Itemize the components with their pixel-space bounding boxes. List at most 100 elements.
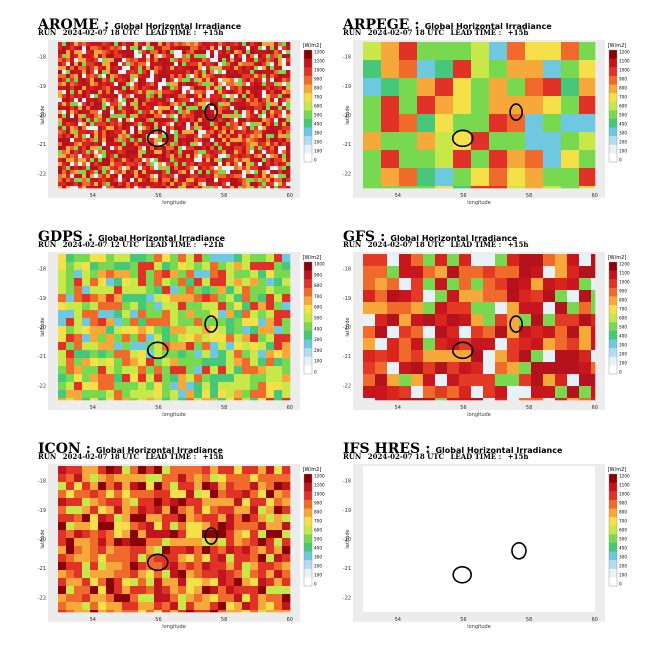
colorbar-tick: 1000 xyxy=(619,280,630,285)
x-tick-label: 60 xyxy=(287,193,293,199)
colorbar-tick: 200 xyxy=(314,348,322,353)
y-axis-label: latitude xyxy=(345,105,351,124)
colorbar-tick: 100 xyxy=(314,573,322,578)
colorbar-tick: 200 xyxy=(619,352,627,357)
reunion-outline xyxy=(451,129,474,148)
panel-gfs: GFS : Global Horizontal Irradiance RUN 2… xyxy=(343,226,643,426)
variable-name: Global Horizontal Irradiance xyxy=(424,22,552,31)
colorbar-tick: 200 xyxy=(619,140,627,145)
y-tick-label: -18 xyxy=(38,479,46,485)
map-svg: 54 56 58 60 -18 -19 -20 -21 -22 longitude latitude… xyxy=(38,40,325,206)
colorbar-tick: 1200 xyxy=(619,474,630,479)
x-tick-label: 58 xyxy=(221,405,227,411)
colorbar-tick: 300 xyxy=(619,131,627,136)
y-axis-label: latitude xyxy=(40,529,46,548)
x-tick-label: 58 xyxy=(526,193,532,199)
colorbar-tick: 900 xyxy=(619,289,627,294)
colorbar: [W/m2]1200110010009008007006005004003002… xyxy=(303,467,325,587)
map-svg: 54 56 58 60 -18 -19 -20 -21 -22 longitude latitude… xyxy=(38,464,325,630)
y-axis-label: latitude xyxy=(345,317,351,336)
colorbar-unit: [W/m2] xyxy=(303,467,322,473)
colorbar-tick: 1100 xyxy=(314,483,325,488)
run-label: RUN xyxy=(38,240,57,249)
colorbar-tick: 0 xyxy=(619,370,622,375)
run-line: RUN 2024-02-07 18 UTC LEAD TIME : +15h xyxy=(343,240,532,249)
colorbar-tick: 800 xyxy=(619,298,627,303)
x-tick-label: 56 xyxy=(460,405,466,411)
colorbar-tick: 600 xyxy=(314,528,322,533)
colorbar-tick: 1000 xyxy=(314,68,325,73)
lead-label: LEAD TIME : xyxy=(145,28,197,37)
mauritius-outline xyxy=(509,103,523,121)
x-axis-label: longitude xyxy=(162,200,186,206)
colorbar-tick: 0 xyxy=(314,582,317,587)
mauritius-outline xyxy=(511,542,527,560)
variable-name: Global Horizontal Irradiance xyxy=(435,446,563,455)
colorbar-tick: 600 xyxy=(314,104,322,109)
colorbar-tick: 1200 xyxy=(314,474,325,479)
reunion-outline xyxy=(146,129,169,148)
colorbar-tick: 800 xyxy=(619,86,627,91)
colorbar-tick: 100 xyxy=(619,573,627,578)
run-line: RUN 2024-02-07 18 UTC LEAD TIME : +15h xyxy=(343,28,532,37)
y-tick-label: -22 xyxy=(343,171,351,177)
map-svg: 54 56 58 60 -18 -19 -20 -21 -22 longitude latitude… xyxy=(38,252,325,418)
y-tick-label: -22 xyxy=(38,171,46,177)
x-tick-label: 54 xyxy=(395,405,401,411)
variable-name: Global Horizontal Irradiance xyxy=(96,446,223,455)
y-axis-label: latitude xyxy=(40,317,46,336)
colorbar-tick: 1000 xyxy=(314,492,325,497)
mauritius-outline xyxy=(204,527,218,545)
x-axis-label: longitude xyxy=(467,200,491,206)
colorbar-tick: 1000 xyxy=(619,492,630,497)
y-tick-label: -18 xyxy=(38,55,46,61)
y-tick-label: -22 xyxy=(343,595,351,601)
title-sep: : xyxy=(414,17,420,33)
x-tick-label: 54 xyxy=(395,193,401,199)
run-line: RUN 2024-02-07 18 UTC LEAD TIME : +15h xyxy=(343,452,532,461)
x-tick-label: 60 xyxy=(592,193,598,199)
y-tick-label: -18 xyxy=(38,267,46,273)
x-axis-label: longitude xyxy=(467,412,491,418)
colorbar-unit: [W/m2] xyxy=(303,255,322,261)
x-tick-label: 54 xyxy=(90,193,96,199)
lead-time: +15h xyxy=(202,452,224,461)
variable-name: Global Horizontal Irradiance xyxy=(114,22,242,31)
colorbar-unit: [W/m2] xyxy=(608,467,627,473)
colorbar-tick: 800 xyxy=(314,510,322,515)
irradiance-field xyxy=(363,42,596,189)
colorbar-tick: 400 xyxy=(314,326,322,331)
panel-ifs-hres: IFS HRES : Global Horizontal Irradiance … xyxy=(343,438,643,638)
reunion-outline xyxy=(451,341,474,360)
lead-label: LEAD TIME : xyxy=(145,452,197,461)
colorbar-tick: 500 xyxy=(314,113,322,118)
colorbar-tick: 400 xyxy=(619,546,627,551)
panel-title: IFS HRES : Global Horizontal Irradiance xyxy=(343,438,562,457)
y-tick-label: -20 xyxy=(38,325,46,331)
y-tick-label: -19 xyxy=(343,508,351,514)
colorbar-tick: 700 xyxy=(314,294,322,299)
colorbar-tick: 500 xyxy=(314,316,322,321)
model-name: ARPEGE xyxy=(343,17,410,33)
colorbar: [W/m2]1200110010009008007006005004003002… xyxy=(303,43,325,163)
colorbar: [W/m2]1200110010009008007006005004003002… xyxy=(608,467,630,587)
map-plot: 54 56 58 60 -18 -19 -20 -21 -22 longitude latitude… xyxy=(38,462,338,638)
panel-icon: ICON : Global Horizontal Irradiance RUN … xyxy=(38,438,338,638)
colorbar-tick: 300 xyxy=(314,131,322,136)
run-label: RUN xyxy=(38,452,57,461)
model-name: IFS HRES xyxy=(343,441,421,457)
colorbar-tick: 700 xyxy=(619,95,627,100)
map-svg: 54 56 58 60 -18 -19 -20 -21 -22 longitude latitude… xyxy=(343,464,630,630)
x-tick-label: 60 xyxy=(592,617,598,623)
run-time: 2024-02-07 18 UTC xyxy=(62,452,140,461)
y-tick-label: -20 xyxy=(38,537,46,543)
colorbar-tick: 900 xyxy=(314,77,322,82)
y-tick-label: -18 xyxy=(343,479,351,485)
panel-title: ARPEGE : Global Horizontal Irradiance xyxy=(343,14,552,33)
title-sep: : xyxy=(380,229,386,245)
colorbar-tick: 0 xyxy=(314,158,317,163)
x-tick-label: 58 xyxy=(221,617,227,623)
run-line: RUN 2024-02-07 18 UTC LEAD TIME : +15h xyxy=(38,28,227,37)
colorbar-tick: 1000 xyxy=(314,262,325,267)
mauritius-outline xyxy=(509,315,523,333)
